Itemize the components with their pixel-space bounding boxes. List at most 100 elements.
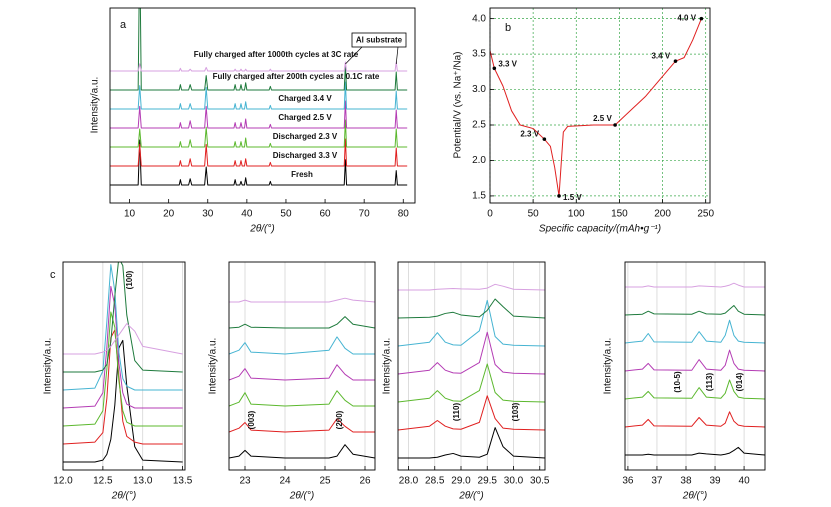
plot-frame <box>228 261 376 471</box>
x-tick-label: 40 <box>241 209 253 220</box>
plot-frame <box>624 261 766 471</box>
trace <box>625 319 765 344</box>
y-axis-label: Intensity/a.u. <box>603 338 614 395</box>
x-tick-label: 60 <box>320 209 332 220</box>
peak-label: (110) <box>452 403 461 422</box>
x-tick-label: 10 <box>124 209 136 220</box>
panel-label: a <box>120 19 127 31</box>
trace <box>110 119 408 148</box>
trace <box>625 305 765 316</box>
trace <box>63 311 183 427</box>
x-tick-label: 24 <box>279 476 291 487</box>
trace <box>63 285 183 409</box>
point-marker <box>613 123 617 127</box>
peak-label: (10-5) <box>673 371 682 393</box>
series-label: Discharged 2.3 V <box>273 132 338 141</box>
x-tick-label: 40 <box>739 476 751 487</box>
peak-label: (014) <box>735 372 744 391</box>
trace <box>63 339 183 463</box>
peak-label: (200) <box>335 410 344 429</box>
plot-frame <box>109 7 416 204</box>
series-label: Fully charged after 1000th cycles at 3C … <box>194 50 359 59</box>
point-label: 1.5 V <box>563 193 582 202</box>
x-tick-label: 30.5 <box>530 476 550 487</box>
trace <box>398 298 545 319</box>
trace <box>625 349 765 372</box>
x-tick-label: 0 <box>487 209 493 220</box>
x-tick-label: 50 <box>280 209 292 220</box>
y-tick-label: 2.0 <box>472 155 486 166</box>
x-tick-label: 12.5 <box>93 476 113 487</box>
peak-label: (113) <box>705 373 714 392</box>
trace <box>110 138 408 167</box>
trace <box>110 81 408 110</box>
trace <box>229 418 375 433</box>
series-label: Discharged 3.3 V <box>273 151 338 160</box>
point-marker <box>673 59 678 63</box>
series-label: Fresh <box>291 170 313 179</box>
trace <box>229 444 375 459</box>
trace <box>398 299 545 347</box>
trace <box>229 390 375 407</box>
x-tick-label: 70 <box>359 209 371 220</box>
x-tick-label: 38 <box>680 476 692 487</box>
series-label: Charged 3.4 V <box>278 94 332 103</box>
y-tick-label: 1.5 <box>472 191 486 202</box>
point-marker <box>492 66 497 71</box>
trace <box>625 282 765 288</box>
point-label: 3.4 V <box>651 51 670 60</box>
plot-frame <box>489 7 711 204</box>
y-axis-label: Intensity/a.u. <box>208 338 219 395</box>
x-axis-label: 2θ/(°) <box>682 491 707 502</box>
x-tick-label: 13.5 <box>173 476 193 487</box>
trace <box>398 427 545 459</box>
y-tick-label: 3.0 <box>472 84 486 95</box>
x-tick-label: 37 <box>651 476 663 487</box>
x-tick-label: 36 <box>622 476 634 487</box>
plot-frame <box>62 261 186 471</box>
trace <box>229 336 375 355</box>
x-tick-label: 39 <box>709 476 721 487</box>
x-tick-label: 29.0 <box>451 476 471 487</box>
y-tick-label: 3.5 <box>472 49 486 60</box>
x-tick-label: 200 <box>654 209 671 220</box>
point-label: 2.5 V <box>593 114 612 123</box>
peak-label: (003) <box>247 410 256 429</box>
x-tick-label: 30 <box>202 209 214 220</box>
panel-label: c <box>50 269 56 281</box>
trace <box>110 8 408 91</box>
x-tick-label: 20 <box>163 209 175 220</box>
point-label: 2.3 V <box>520 129 539 138</box>
trace <box>625 446 765 456</box>
trace <box>229 297 375 303</box>
x-axis-label: 2θ/(°) <box>289 491 314 502</box>
x-tick-label: 12.0 <box>53 476 73 487</box>
x-tick-label: 150 <box>611 209 628 220</box>
y-axis-label: Intensity/a.u. <box>90 77 101 134</box>
point-label: 4.0 V <box>677 14 696 23</box>
series-label: Fully charged after 200th cycles at 0.1C… <box>213 72 380 81</box>
trace <box>398 363 545 403</box>
trace <box>229 364 375 381</box>
peak-label: (103) <box>511 402 520 421</box>
y-tick-label: 4.0 <box>472 13 486 24</box>
point-label: 3.3 V <box>498 59 517 68</box>
x-tick-label: 25 <box>319 476 331 487</box>
trace <box>398 395 545 431</box>
x-tick-label: 23 <box>239 476 251 487</box>
trace <box>110 61 408 72</box>
x-tick-label: 50 <box>528 209 540 220</box>
annotation-box <box>351 32 407 48</box>
trace <box>63 264 183 391</box>
trace <box>229 316 375 329</box>
annotation-pointer <box>345 46 363 65</box>
point-marker <box>557 194 561 198</box>
point-marker <box>699 16 704 21</box>
trace <box>490 18 702 197</box>
plot-frame <box>397 261 546 471</box>
x-tick-label: 29.5 <box>478 476 498 487</box>
peak-label: (100) <box>125 270 134 289</box>
x-tick-label: 28.5 <box>425 476 445 487</box>
y-axis-label: Intensity/a.u. <box>382 338 393 395</box>
annotation-pointer <box>395 46 399 65</box>
